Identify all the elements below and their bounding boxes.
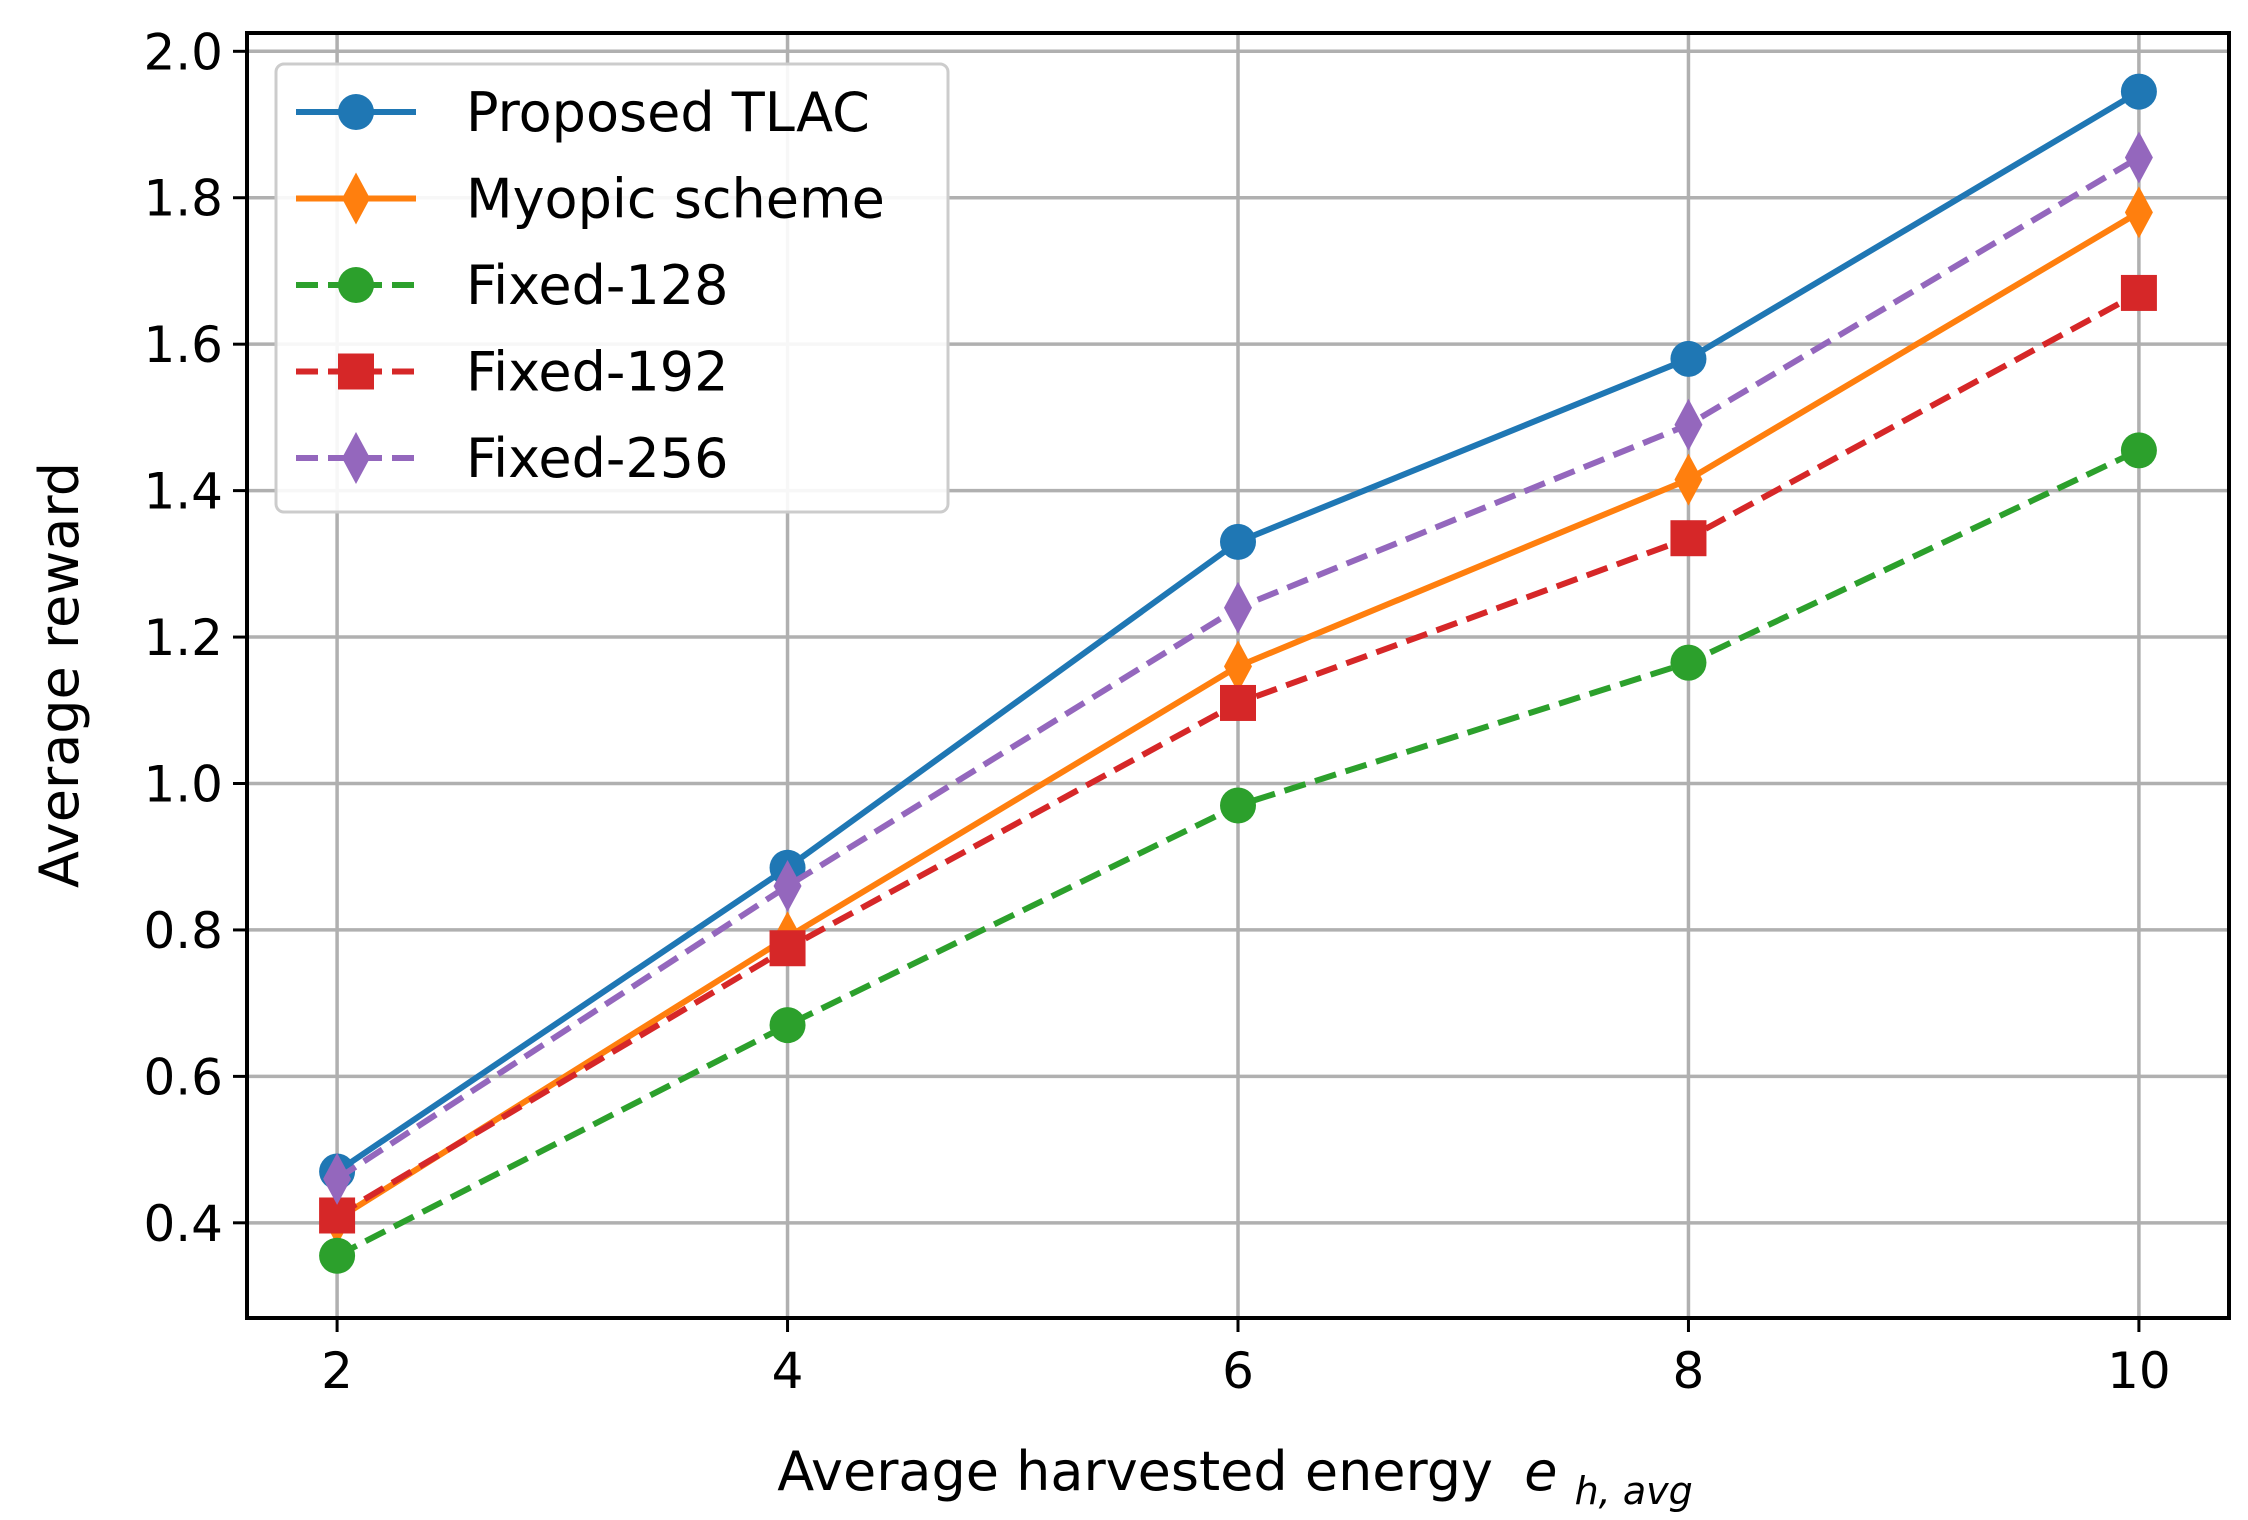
x-tick-label: 8: [1673, 1342, 1705, 1400]
data-point: [2120, 274, 2157, 311]
data-point: [1220, 684, 1256, 721]
y-tick-label: 0.8: [143, 902, 223, 960]
data-point: [2120, 432, 2157, 469]
legend-label: Fixed-192: [466, 341, 729, 404]
y-tick-label: 1.6: [143, 316, 223, 374]
legend-entry: Proposed TLAC: [296, 81, 870, 144]
legend-entry: Fixed-256: [296, 427, 729, 490]
x-tick-label: 10: [2107, 1342, 2171, 1400]
data-point: [773, 860, 802, 913]
legend-entry: Fixed-128: [296, 254, 729, 317]
data-point: [323, 1152, 352, 1205]
legend-marker: [342, 172, 370, 225]
data-point: [2124, 186, 2153, 239]
y-tick-label: 1.2: [143, 609, 223, 667]
series-fixed-192: [319, 274, 2157, 1234]
y-tick-label: 0.6: [143, 1048, 223, 1106]
data-point: [1224, 640, 1252, 693]
legend-label: Proposed TLAC: [466, 81, 870, 144]
data-point: [1674, 398, 1703, 451]
legend-label: Myopic scheme: [466, 168, 885, 231]
legend-entry: Myopic scheme: [296, 168, 885, 231]
x-tick-label: 6: [1222, 1342, 1254, 1400]
x-tick-label: 4: [772, 1342, 804, 1400]
series-fixed-128: [319, 432, 2157, 1274]
y-tick-label: 2.0: [143, 23, 223, 81]
data-point: [1220, 523, 1256, 560]
data-point: [319, 1237, 356, 1274]
legend: Proposed TLAC Myopic scheme Fixed-128 Fixed…: [274, 62, 950, 514]
x-axis-label: Average harvested energy e h, avg: [777, 1440, 1692, 1513]
legend-label: Fixed-256: [466, 427, 729, 490]
legend-marker: [342, 432, 370, 484]
y-tick-label: 1.0: [143, 755, 223, 813]
legend-entry: Fixed-192: [296, 341, 729, 404]
data-point: [1670, 340, 1707, 377]
data-point: [1674, 453, 1703, 506]
data-point: [1670, 520, 1707, 557]
legend-label: Fixed-128: [466, 254, 729, 317]
data-point: [1670, 644, 1707, 681]
data-point: [2120, 73, 2157, 110]
y-tick-label: 1.4: [143, 463, 223, 521]
y-axis-label: Average reward: [28, 462, 91, 888]
x-tick-label: 2: [321, 1342, 353, 1400]
legend-box: [274, 62, 950, 514]
data-point: [769, 930, 806, 967]
legend-marker: [338, 94, 374, 130]
y-tick-label: 1.8: [143, 170, 223, 228]
data-point: [769, 1007, 806, 1044]
y-tick-label: 0.4: [143, 1195, 223, 1253]
series-fixed-256: [323, 131, 2153, 1205]
axis-ticks: 2 4 6 8 10 0.4 0.6 0.8 1.0 1.2 1.4 1.6 1.8 2.0: [143, 23, 2170, 1400]
data-point: [1220, 787, 1256, 824]
legend-marker: [338, 353, 374, 390]
x-axis-label-symbol: e: [1524, 1440, 1557, 1503]
legend-marker: [338, 267, 374, 303]
series-lines: [319, 73, 2157, 1274]
x-axis-label-subscript: h, avg: [1575, 1469, 1693, 1513]
legend-items: Proposed TLAC Myopic scheme Fixed-128 Fixed…: [296, 81, 885, 490]
data-point: [1224, 581, 1252, 634]
data-point: [2124, 131, 2153, 184]
x-axis-label-text: Average harvested energy: [777, 1440, 1493, 1503]
